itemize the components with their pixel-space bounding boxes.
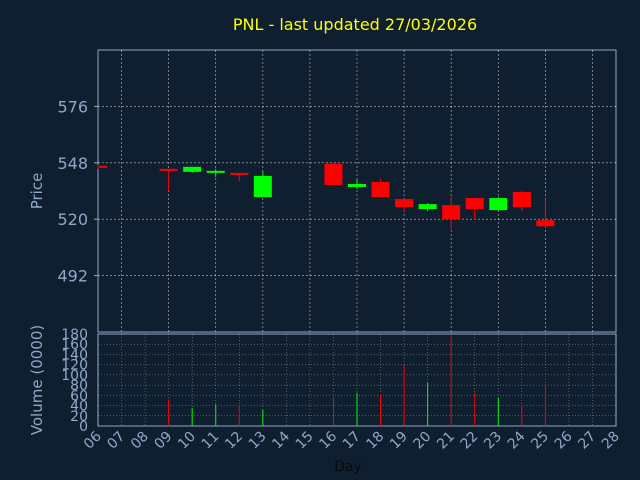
x-tick-label: 22 <box>458 429 482 453</box>
volume-axis-label: Volume (0000) <box>28 325 46 435</box>
volume-tick-label: 120 <box>61 358 88 374</box>
x-tick-label: 13 <box>246 429 270 453</box>
candle-body <box>324 163 343 185</box>
x-tick-label: 14 <box>269 428 293 452</box>
x-tick-label: 17 <box>340 429 364 453</box>
x-tick-label: 23 <box>481 429 505 453</box>
candle-body <box>489 198 508 211</box>
x-tick-label: 26 <box>552 428 576 452</box>
candle-body <box>536 220 555 227</box>
x-tick-label: 11 <box>199 429 223 453</box>
candle-body <box>371 181 390 198</box>
x-axis-label: Day <box>334 459 362 475</box>
x-tick-label: 24 <box>505 428 529 452</box>
volume-tick-label: 60 <box>70 388 88 404</box>
volume-tick-label: 140 <box>61 347 88 363</box>
x-tick-label: 16 <box>316 428 340 452</box>
x-tick-label: 12 <box>222 429 246 453</box>
chart-title: PNL - last updated 27/03/2026 <box>233 15 477 34</box>
x-tick-label: 08 <box>128 429 152 453</box>
x-tick-label: 27 <box>575 429 599 453</box>
volume-tick-label: 80 <box>70 378 88 394</box>
candle-body <box>512 192 531 208</box>
candle-body <box>183 166 202 172</box>
price-tick-label: 548 <box>57 154 88 173</box>
x-tick-label: 09 <box>152 429 176 453</box>
candle-body <box>206 170 225 173</box>
volume-tick-label: 100 <box>61 368 88 384</box>
volume-tick-label: 20 <box>70 409 88 425</box>
candle-body <box>442 205 461 220</box>
candle-body <box>418 204 437 210</box>
volume-tick-label: 40 <box>70 399 88 415</box>
candle-body <box>230 172 249 175</box>
x-tick-label: 18 <box>363 429 387 453</box>
candle-body <box>348 183 366 187</box>
candle-body <box>99 165 107 168</box>
x-tick-label: 25 <box>528 429 552 453</box>
x-tick-label: 15 <box>293 429 317 453</box>
price-tick-label: 492 <box>57 267 88 286</box>
price-tick-label: 520 <box>57 210 88 229</box>
candle-body <box>395 199 414 208</box>
candle-body <box>253 175 272 198</box>
volume-tick-label: 160 <box>61 337 88 353</box>
price-tick-label: 576 <box>57 97 88 116</box>
volume-tick-label: 180 <box>61 327 88 343</box>
price-axis-label: Price <box>28 173 46 210</box>
volume-tick-label: 0 <box>79 419 88 435</box>
x-tick-label: 07 <box>104 429 128 453</box>
x-tick-label: 10 <box>175 429 199 453</box>
x-tick-label: 19 <box>387 429 411 453</box>
x-tick-label: 20 <box>411 429 435 453</box>
candle-body <box>159 168 178 171</box>
candle-body <box>465 198 484 210</box>
price-panel: 492 520 548 576 Price <box>28 49 617 333</box>
x-tick-label: 21 <box>434 429 458 453</box>
x-tick-label: 28 <box>599 429 623 453</box>
